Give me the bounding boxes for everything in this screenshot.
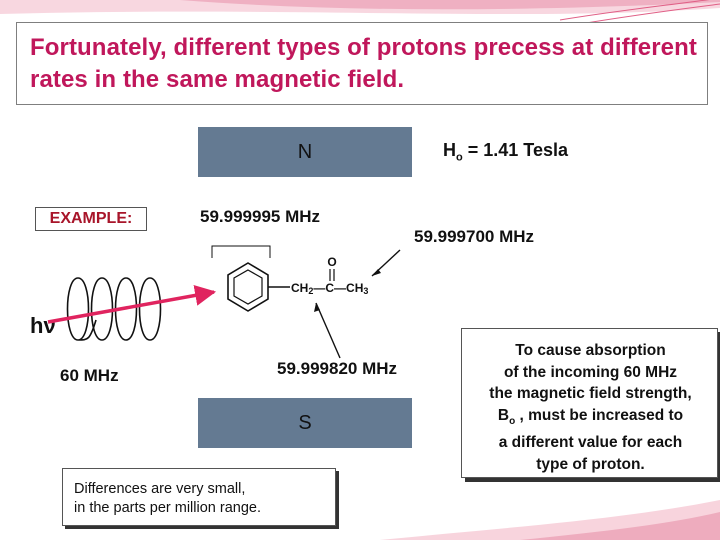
absorption-note: To cause absorption of the incoming 60 M… [468, 340, 713, 475]
freq-incoming: 60 MHz [60, 366, 119, 385]
bottom-swoosh-2 [520, 512, 720, 540]
south-pole: S [198, 398, 412, 448]
note-line-3: the magnetic field strength, [489, 385, 692, 402]
differences-box [62, 468, 336, 526]
note-line-4: Bo , must be increased to [497, 406, 684, 427]
methyl-arrow-head [372, 269, 381, 276]
photon-arrow [47, 285, 217, 324]
differences-note: Differences are very small, in the parts… [74, 480, 336, 518]
carbonyl-o: O [327, 255, 336, 269]
example-label: EXAMPLE: [35, 207, 147, 231]
aromatic-bracket [211, 245, 271, 258]
wave-3-icon [114, 277, 138, 341]
benzene-ring-icon [227, 262, 269, 312]
field-value: = 1.41 Tesla [462, 140, 568, 160]
north-label: N [297, 140, 313, 163]
freq-methyl: 59.999700 MHz [414, 227, 535, 246]
top-swoosh-2 [180, 0, 720, 10]
wave-4-icon [138, 277, 162, 341]
top-right-lines [559, 0, 720, 25]
note-line-5: a different value for each [498, 434, 683, 452]
note-line-2: of the incoming 60 MHz [503, 363, 678, 381]
field-symbol: H [443, 140, 456, 160]
field-strength: Ho = 1.41 Tesla [443, 140, 568, 164]
note-line-1: To cause absorption [515, 342, 666, 359]
wave-2-icon [90, 277, 114, 341]
ch2-group: CH2—C—CH3 [291, 281, 368, 296]
field-subscript: o [456, 151, 463, 164]
note-line-6: type of proton. [536, 455, 645, 473]
north-pole: N [198, 127, 412, 177]
photon-label: hν [30, 313, 56, 338]
diff-line-2: in the parts per million range. [74, 500, 261, 516]
freq-methylene: 59.999820 MHz [277, 359, 398, 378]
methylene-arrow-head [314, 303, 320, 312]
methylene-arrow [315, 302, 341, 359]
diff-line-1: Differences are very small, [74, 481, 246, 497]
title-box [16, 22, 708, 105]
south-label: S [298, 411, 312, 434]
freq-aromatic: 59.999995 MHz [200, 207, 321, 226]
slide-title: Fortunately, different types of protons … [30, 34, 697, 93]
wave-1-icon [66, 277, 97, 341]
benzene-inner-icon [233, 269, 263, 305]
note-box [461, 328, 718, 478]
